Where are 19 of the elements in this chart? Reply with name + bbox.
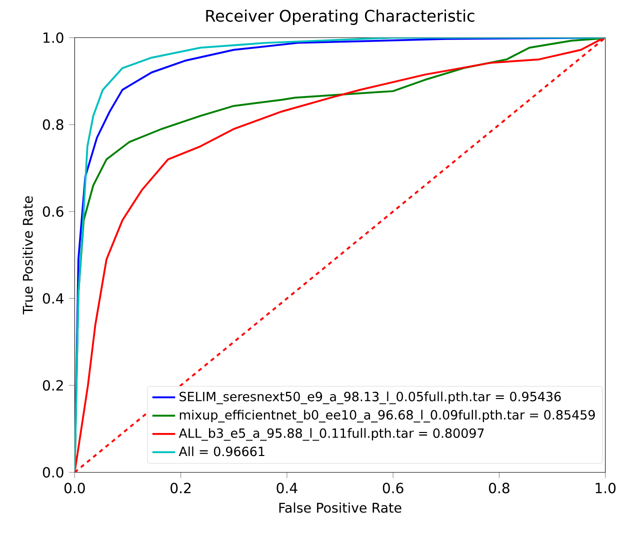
y-tick-label: 0.0 [42, 467, 64, 478]
x-tick-label: 0.4 [276, 482, 298, 494]
y-tick-label: 0.8 [42, 119, 64, 130]
chart-title: Receiver Operating Characteristic [206, 9, 474, 25]
legend-label: ALL_b3_e5_a_95.88_l_0.11full.pth.tar = 0.80097 [178, 428, 484, 441]
x-tick-label: 1.0 [596, 482, 616, 494]
x-tick-label: 0.2 [170, 482, 191, 494]
legend-label: All = 0.96661 [178, 446, 264, 456]
y-tick-label: 1.0 [44, 32, 64, 43]
y-tick-label: 0.6 [42, 206, 64, 217]
x-tick-label: 0.0 [64, 482, 85, 494]
y-tick-label: 0.4 [42, 293, 64, 304]
legend-label: SELIM_seresnext50_e9_a_98.13_l_0.05full.pth.tar = 0.95436 [180, 392, 561, 404]
y-tick-label: 0.2 [42, 380, 63, 391]
legend-label: mixup_efficientnet_b0_ee10_a_96.68_l_0.09full.pth.tar = 0.85459 [180, 410, 595, 422]
x-tick-label: 0.8 [488, 482, 510, 494]
y-axis-title: True Positive Rate [22, 196, 33, 314]
x-axis-title: False Positive Rate [279, 502, 402, 513]
x-tick-label: 0.6 [382, 482, 404, 494]
